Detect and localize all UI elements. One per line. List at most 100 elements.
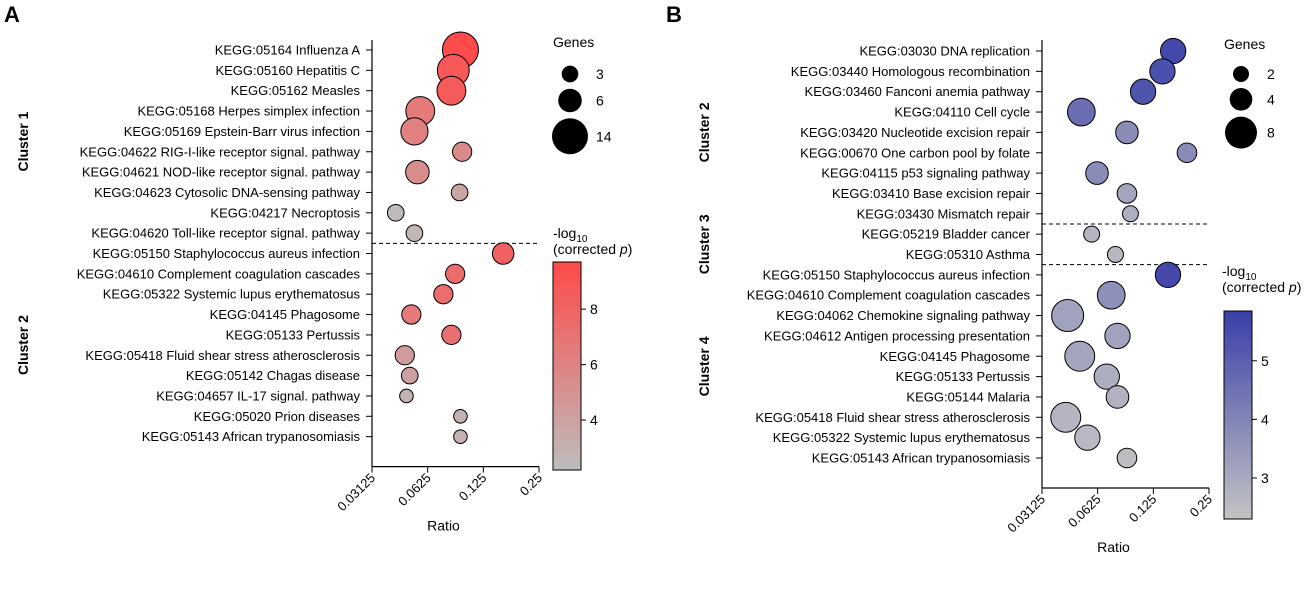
bubble[interactable] <box>386 203 405 222</box>
category-label: KEGG:05322 Systemic lupus erythematosus <box>773 430 1031 445</box>
bubble[interactable] <box>1121 205 1139 223</box>
colorbar-title-line1: -log10 <box>1222 263 1257 283</box>
size-legend-label: 6 <box>596 93 604 109</box>
bubble[interactable] <box>441 324 462 346</box>
colorbar-tick-label: 4 <box>1261 411 1269 427</box>
bubble[interactable] <box>1051 299 1085 333</box>
bubble[interactable] <box>1129 78 1157 105</box>
bubble[interactable] <box>1050 401 1082 433</box>
colorbar-title-line2: (corrected p) <box>553 241 632 257</box>
cluster-label: Cluster 1 <box>15 111 31 171</box>
category-label: KEGG:05133 Pertussis <box>226 327 361 342</box>
x-axis-title: Ratio <box>427 518 460 534</box>
category-label: KEGG:03420 Nucleotide excision repair <box>800 125 1030 140</box>
panel-a: A KEGG:05164 Influenza A KEGG:05160 Hepati… <box>4 2 632 534</box>
category-label: KEGG:03430 Mismatch repair <box>857 206 1031 221</box>
bubble[interactable] <box>1074 424 1101 451</box>
size-legend-dot <box>1225 116 1257 149</box>
size-legend-label: 3 <box>596 66 604 82</box>
x-tick-label: 0.03125 <box>334 470 378 514</box>
bubble[interactable] <box>405 159 430 185</box>
size-legend-label: 8 <box>1267 125 1275 141</box>
bubble[interactable] <box>1116 183 1138 204</box>
size-legend-dot <box>552 118 588 155</box>
size-legend-dot <box>558 88 582 113</box>
category-label: KEGG:04145 Phagosome <box>880 349 1030 364</box>
bubble[interactable] <box>1066 97 1096 127</box>
category-label: KEGG:05418 Fluid shear stress atheroscle… <box>85 348 360 363</box>
bubble[interactable] <box>1115 120 1139 145</box>
panel-letter: B <box>666 2 682 27</box>
bubble[interactable] <box>445 263 466 284</box>
bubble[interactable] <box>450 183 469 202</box>
x-tick-label: 0.03125 <box>1004 492 1048 536</box>
bubble[interactable] <box>399 388 414 404</box>
panel-letter: A <box>4 2 20 27</box>
bubble[interactable] <box>400 366 419 385</box>
bubble[interactable] <box>1105 385 1130 409</box>
bubble[interactable] <box>1064 340 1096 372</box>
category-label: KEGG:04620 Toll-like receptor signal. pa… <box>91 226 360 241</box>
category-label: KEGG:05143 African trypanosomiasis <box>812 451 1031 466</box>
cluster-group: KEGG:05150 Staphylococcus aureus infecti… <box>15 242 515 444</box>
bubble[interactable] <box>1176 142 1198 164</box>
bubble[interactable] <box>405 224 424 242</box>
size-legend-label: 4 <box>1267 91 1275 107</box>
category-label: KEGG:04062 Chemokine signaling pathway <box>776 308 1030 323</box>
category-label: KEGG:05310 Asthma <box>906 247 1031 262</box>
colorbar-tick-label: 8 <box>590 301 598 317</box>
bubble[interactable] <box>400 117 429 146</box>
bubble[interactable] <box>1106 246 1124 263</box>
category-label: KEGG:04610 Complement coagulation cascad… <box>77 266 361 281</box>
category-label: KEGG:05133 Pertussis <box>896 369 1031 384</box>
bubble[interactable] <box>1096 280 1126 310</box>
size-legend-dot <box>1233 66 1249 82</box>
category-label: KEGG:04217 Necroptosis <box>210 205 360 220</box>
bubble[interactable] <box>1154 261 1182 288</box>
category-label: KEGG:04110 Cell cycle <box>894 105 1030 120</box>
bubble[interactable] <box>1149 58 1176 85</box>
bubble[interactable] <box>1160 37 1187 65</box>
bubble[interactable] <box>491 242 515 265</box>
bubble[interactable] <box>452 141 473 162</box>
bubble[interactable] <box>401 304 422 325</box>
category-label: KEGG:05144 Malaria <box>906 389 1030 404</box>
category-label: KEGG:05150 Staphylococcus aureus infecti… <box>763 267 1030 282</box>
bubble[interactable] <box>394 345 415 366</box>
category-label: KEGG:04623 Cytosolic DNA-sensing pathway <box>94 185 360 200</box>
colorbar <box>552 261 582 471</box>
bubble[interactable] <box>1083 225 1101 243</box>
bubble[interactable] <box>436 75 467 106</box>
size-legend-label: 2 <box>1267 66 1275 82</box>
category-label: KEGG:05418 Fluid shear stress atheroscle… <box>755 410 1030 425</box>
cluster-group: KEGG:05150 Staphylococcus aureus infecti… <box>696 261 1182 469</box>
cluster-group: KEGG:05219 Bladder cancer KEGG:05310 Asth… <box>696 214 1124 274</box>
category-label: KEGG:05142 Chagas disease <box>186 368 360 383</box>
category-label: KEGG:04622 RIG-I-like receptor signal. p… <box>80 144 361 159</box>
colorbar <box>1223 310 1253 520</box>
size-legend-label: 14 <box>596 128 612 144</box>
colorbar-title-line1: -log10 <box>553 225 588 245</box>
category-label: KEGG:05150 Staphylococcus aureus infecti… <box>93 246 360 261</box>
category-label: KEGG:05168 Herpes simplex infection <box>137 104 360 119</box>
category-label: KEGG:04612 Antigen processing presentati… <box>764 328 1030 343</box>
bubble[interactable] <box>433 284 454 305</box>
bubble[interactable] <box>1093 363 1120 390</box>
size-legend-title: Genes <box>553 34 594 50</box>
category-label: KEGG:04115 p53 signaling pathway <box>821 166 1030 181</box>
cluster-label: Cluster 2 <box>696 102 712 162</box>
category-label: KEGG:04610 Complement coagulation cascad… <box>747 288 1031 303</box>
cluster-label: Cluster 4 <box>696 336 712 396</box>
x-tick-label: 0.0625 <box>1065 492 1104 531</box>
bubble[interactable] <box>453 408 468 424</box>
x-axis-title: Ratio <box>1097 539 1130 555</box>
bubble[interactable] <box>1085 161 1109 185</box>
category-label: KEGG:03030 DNA replication <box>859 44 1030 59</box>
x-tick-label: 0.125 <box>456 470 490 504</box>
bubble[interactable] <box>453 429 468 444</box>
panel-b: B KEGG:03030 DNA replication KEGG:03440 Ho… <box>666 2 1301 555</box>
cluster-label: Cluster 3 <box>696 214 712 274</box>
bubble[interactable] <box>1104 322 1131 350</box>
bubble[interactable] <box>1116 447 1138 469</box>
x-tick-label: 0.25 <box>1187 492 1216 521</box>
